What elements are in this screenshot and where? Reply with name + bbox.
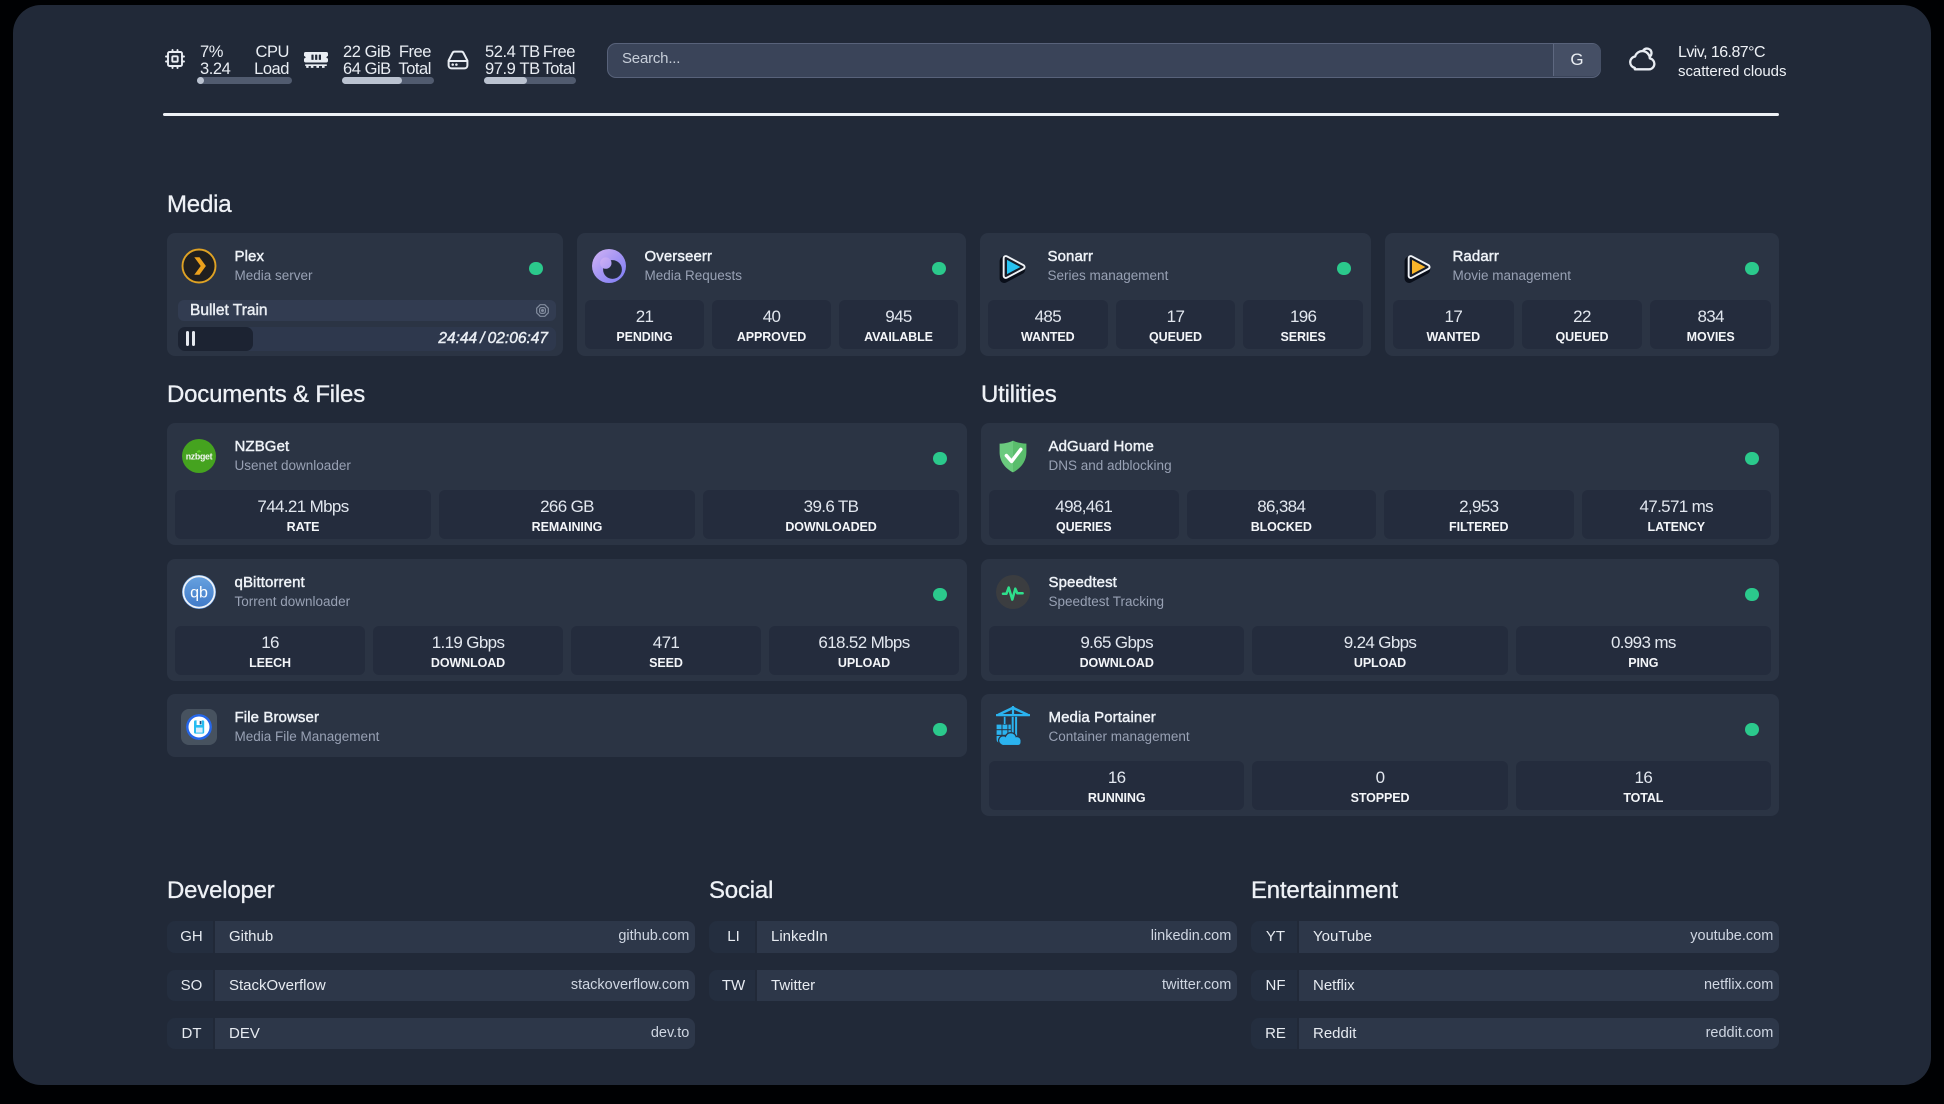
svg-text:qb: qb bbox=[190, 585, 208, 602]
svg-text:nzbget: nzbget bbox=[186, 451, 213, 461]
